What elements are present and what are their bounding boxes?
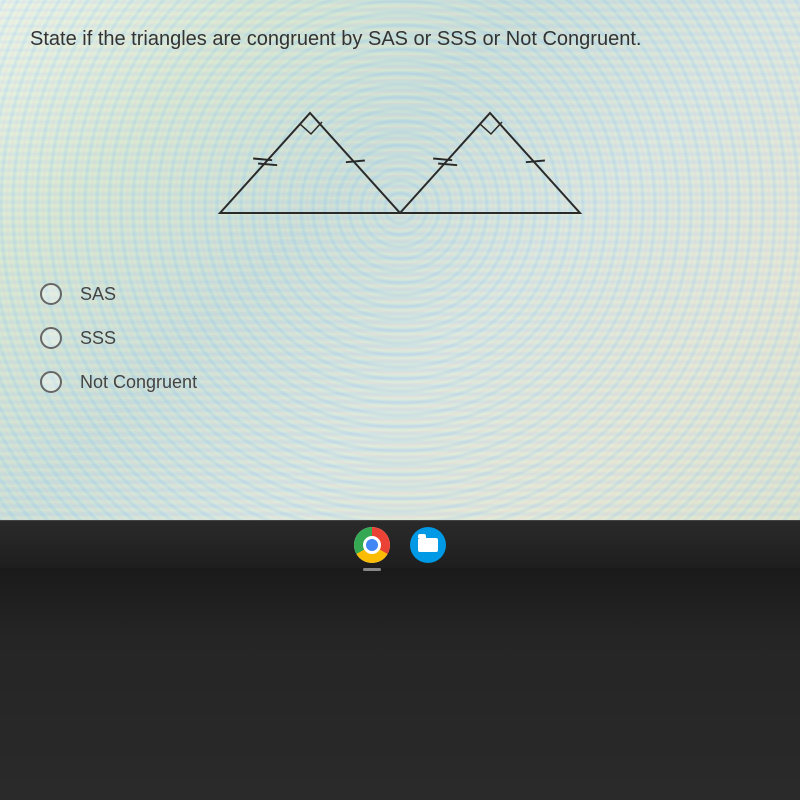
option-sas[interactable]: SAS xyxy=(40,283,770,305)
option-label-sas: SAS xyxy=(80,284,116,305)
folder-glyph xyxy=(418,538,438,552)
option-not-congruent[interactable]: Not Congruent xyxy=(40,371,770,393)
radio-sss[interactable] xyxy=(40,327,62,349)
triangle-1 xyxy=(220,113,400,213)
option-label-sss: SSS xyxy=(80,328,116,349)
laptop-bezel xyxy=(0,568,800,800)
quiz-screen: State if the triangles are congruent by … xyxy=(0,0,800,520)
triangles-svg xyxy=(200,93,600,233)
chrome-active-indicator xyxy=(363,568,381,571)
tick-2b xyxy=(438,155,457,174)
taskbar xyxy=(0,520,800,568)
radio-not-congruent[interactable] xyxy=(40,371,62,393)
tick-1b xyxy=(258,155,277,174)
question-text: State if the triangles are congruent by … xyxy=(30,25,770,53)
option-label-not-congruent: Not Congruent xyxy=(80,372,197,393)
files-icon[interactable] xyxy=(410,527,446,563)
chrome-icon[interactable] xyxy=(354,527,390,563)
triangle-2 xyxy=(400,113,580,213)
option-sss[interactable]: SSS xyxy=(40,327,770,349)
answer-options: SAS SSS Not Congruent xyxy=(40,283,770,393)
radio-sas[interactable] xyxy=(40,283,62,305)
chrome-ring xyxy=(354,527,390,563)
screen-moire-pattern xyxy=(0,0,800,520)
triangle-figure xyxy=(30,93,770,233)
